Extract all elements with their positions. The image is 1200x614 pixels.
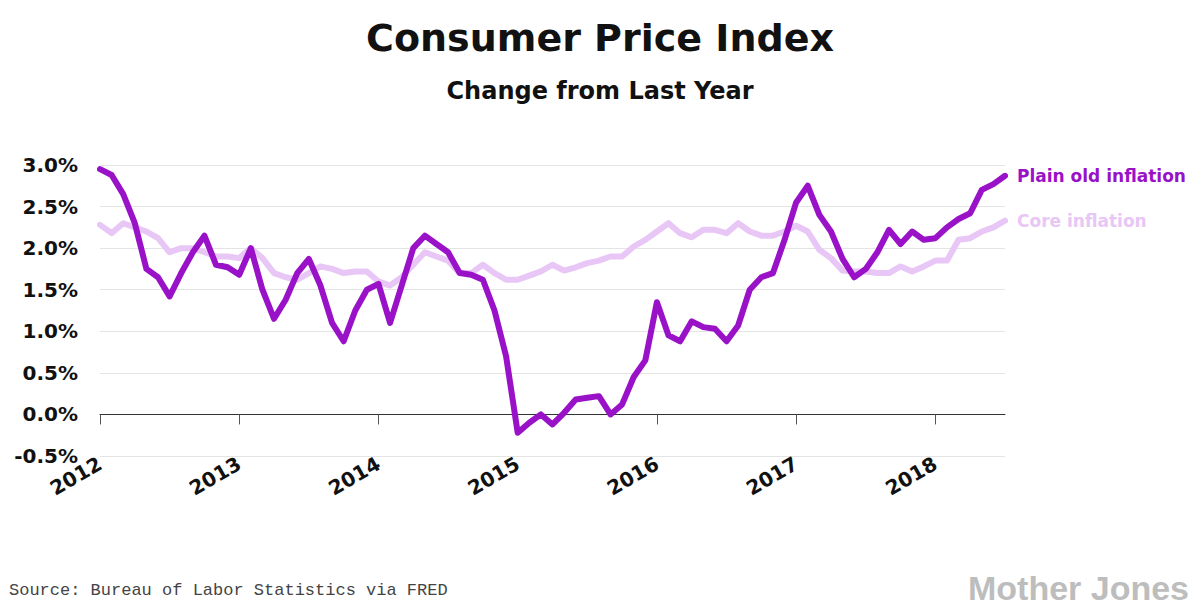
svg-text:Mother Jones: Mother Jones bbox=[968, 569, 1189, 607]
svg-text:2014: 2014 bbox=[324, 452, 384, 501]
svg-text:2015: 2015 bbox=[464, 452, 524, 501]
svg-text:3.0%: 3.0% bbox=[23, 153, 78, 177]
svg-text:2013: 2013 bbox=[185, 452, 245, 501]
svg-text:-0.5%: -0.5% bbox=[14, 444, 78, 468]
svg-text:2.5%: 2.5% bbox=[23, 195, 78, 219]
svg-text:0.5%: 0.5% bbox=[23, 361, 78, 385]
svg-text:2018: 2018 bbox=[881, 452, 941, 501]
svg-text:Core inflation: Core inflation bbox=[1017, 211, 1147, 231]
svg-text:2012: 2012 bbox=[46, 452, 106, 501]
svg-text:1.0%: 1.0% bbox=[23, 319, 78, 343]
svg-text:2016: 2016 bbox=[603, 452, 663, 501]
svg-text:Plain old inflation: Plain old inflation bbox=[1017, 166, 1186, 186]
svg-text:0.0%: 0.0% bbox=[23, 402, 78, 426]
svg-text:2017: 2017 bbox=[742, 452, 802, 501]
svg-text:Source: Bureau of Labor Statis: Source: Bureau of Labor Statistics via F… bbox=[9, 581, 448, 600]
svg-text:Change from Last Year: Change from Last Year bbox=[446, 77, 753, 105]
svg-text:2.0%: 2.0% bbox=[23, 236, 78, 260]
svg-text:Consumer Price Index: Consumer Price Index bbox=[366, 16, 834, 60]
svg-text:1.5%: 1.5% bbox=[23, 278, 78, 302]
